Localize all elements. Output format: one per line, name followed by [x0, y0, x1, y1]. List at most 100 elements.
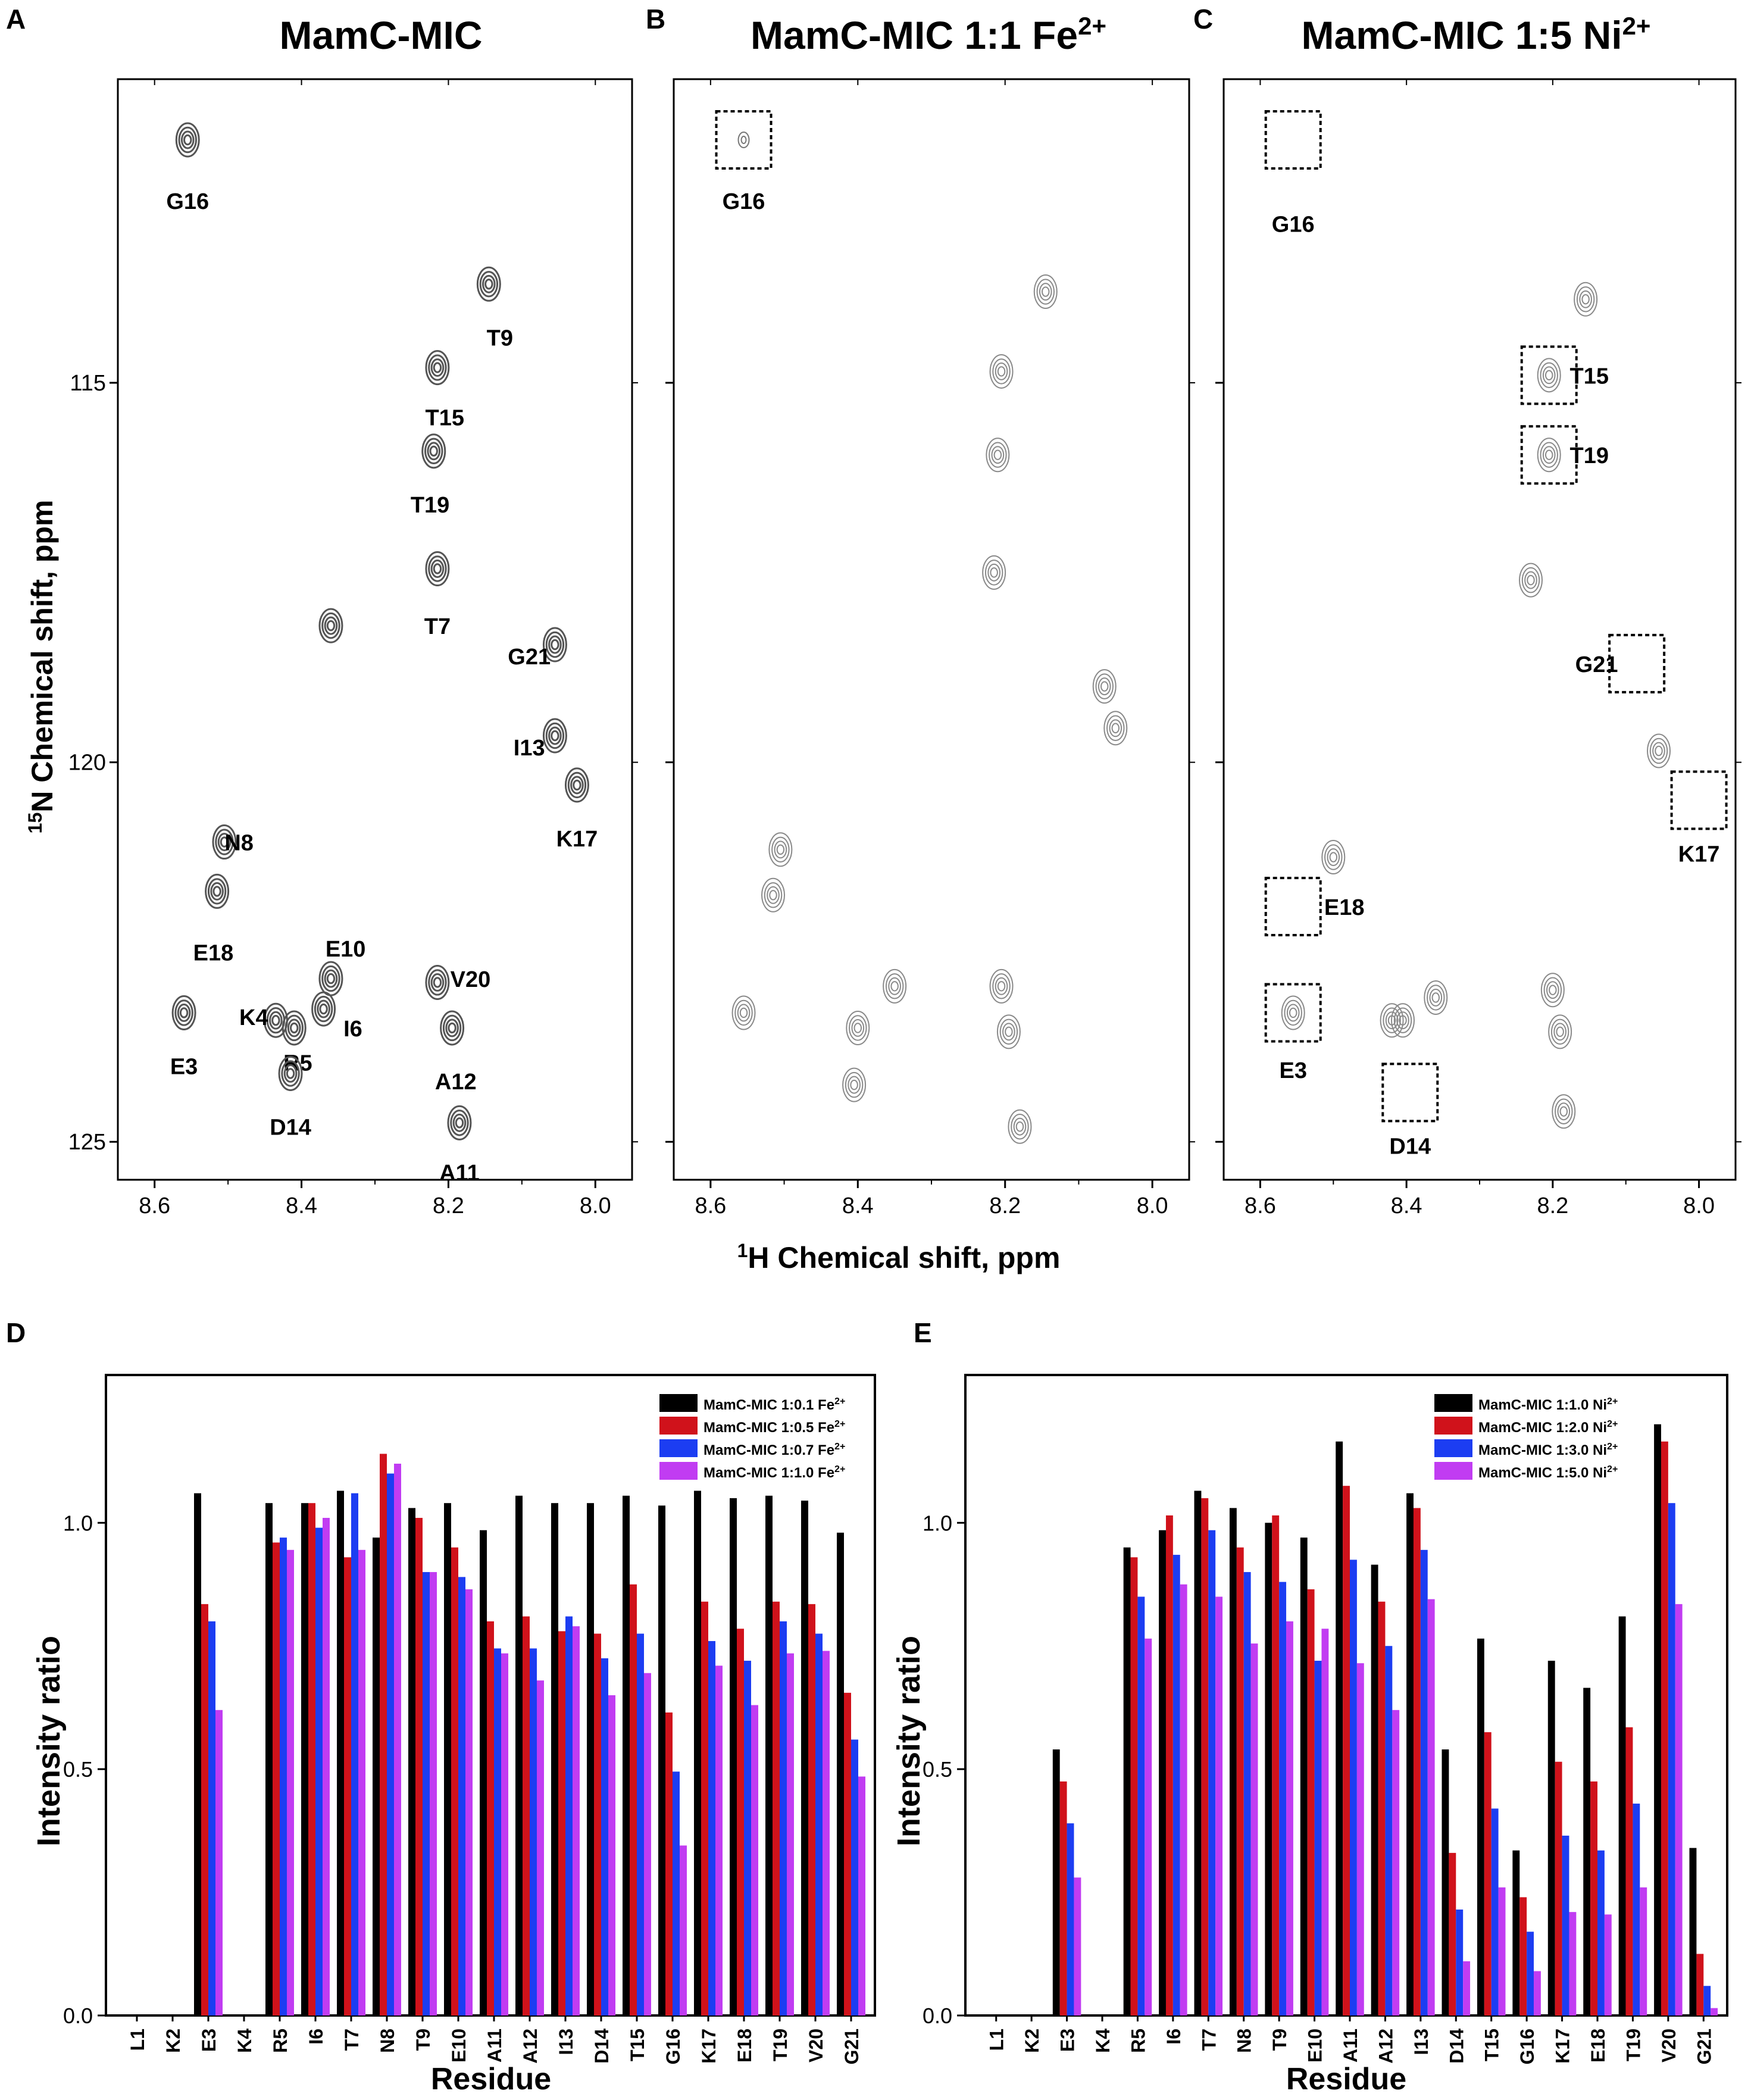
bar-k17-series-3 — [708, 1640, 715, 2015]
peak-contour — [1543, 977, 1562, 1003]
peak-contour — [1527, 574, 1535, 586]
bar-k17-series-3 — [1562, 1835, 1569, 2015]
bar-i13-series-4 — [573, 1626, 580, 2015]
bar-a11-series-3 — [494, 1648, 501, 2015]
peak-n8 — [212, 824, 237, 860]
peak-contour — [1524, 571, 1537, 589]
bar-v20-series-4 — [1675, 1604, 1683, 2015]
legend-label-4: MamC-MIC 1:5.0 Ni2+ — [1478, 1464, 1618, 1481]
peak-contour — [440, 1010, 465, 1046]
bar-e18-series-3 — [744, 1661, 751, 2015]
bar-n8-series-4 — [1250, 1643, 1258, 2015]
peak-unlabeled — [1033, 274, 1058, 310]
peak-contour — [215, 829, 234, 855]
peak-contour — [1042, 286, 1050, 297]
peak-contour — [545, 631, 565, 658]
bar-e18-series-2 — [737, 1629, 744, 2015]
peak-contour — [1549, 985, 1557, 995]
peak-contour — [851, 1019, 865, 1037]
peak-contour — [433, 362, 442, 373]
peak-label-e3: E3 — [170, 1055, 198, 1080]
bar-t7-series-2 — [344, 1557, 351, 2015]
peak-contour — [999, 1018, 1018, 1045]
peak-unlabeled — [1537, 438, 1561, 473]
peak-contour — [761, 877, 786, 912]
x-tick-label-i13: I13 — [555, 2029, 577, 2055]
peak-contour — [1097, 677, 1111, 696]
x-tick-label-l1: L1 — [127, 2029, 148, 2051]
bar-v20-series-2 — [808, 1604, 815, 2015]
peak-label-t7: T7 — [424, 614, 451, 639]
x-tick-label-r5: R5 — [1127, 2029, 1149, 2053]
peak-unlabeled — [1552, 1094, 1576, 1129]
peak-contour — [271, 1014, 280, 1026]
bar-i13-series-2 — [558, 1631, 565, 2015]
peak-contour — [1095, 673, 1114, 699]
bar-t9-series-2 — [1272, 1515, 1280, 2015]
bar-a12-series-2 — [1378, 1601, 1386, 2015]
peak-contour — [767, 886, 780, 904]
x-tick-label-t7: T7 — [341, 2029, 362, 2051]
bar-a12-series-2 — [523, 1616, 530, 2015]
x-tick-label-t9: T9 — [412, 2029, 434, 2051]
peak-contour — [177, 1004, 191, 1022]
peak-t9 — [476, 266, 501, 302]
peak-contour — [430, 358, 445, 377]
shared-x-axis-label: 1H Chemical shift, ppm — [737, 1240, 1061, 1274]
peak-unlabeled — [1647, 733, 1671, 768]
peak-contour — [990, 567, 998, 578]
peak-i13 — [542, 718, 567, 754]
bar-d14-series-3 — [601, 1658, 608, 2015]
bar-d14-series-2 — [1449, 1852, 1456, 2015]
bar-n8-series-2 — [1236, 1547, 1244, 2015]
bar-k17-series-4 — [1569, 1912, 1577, 2015]
peak-contour — [1548, 1014, 1572, 1049]
bar-g16-series-4 — [680, 1845, 687, 2015]
peak-contour — [1555, 1098, 1573, 1124]
bar-e10-series-3 — [458, 1577, 465, 2015]
bar-n8-series-1 — [373, 1538, 380, 2015]
peak-label-e10: E10 — [326, 937, 366, 962]
bar-g21-series-4 — [1711, 2008, 1718, 2015]
peak-unlabeled — [986, 438, 1010, 473]
peak-unlabeled — [761, 877, 786, 912]
peak-contour — [542, 718, 567, 754]
bar-r5-series-1 — [265, 1503, 273, 2015]
peak-contour — [853, 1023, 862, 1033]
panel-letter-b: B — [646, 4, 665, 35]
peak-contour — [217, 833, 232, 852]
peak-contour — [573, 779, 581, 791]
peak-contour — [1327, 848, 1340, 867]
peak-contour — [269, 1011, 283, 1030]
peak-contour — [1540, 362, 1558, 389]
bar-t19-series-4 — [1640, 1887, 1647, 2015]
peak-unlabeled — [318, 608, 343, 643]
x-tick-label-e10: E10 — [1305, 2029, 1326, 2062]
x-tick-label-t15: T15 — [627, 2029, 648, 2061]
x-tick-label-k17: K17 — [698, 2029, 720, 2064]
y-tick-label: 125 — [68, 1130, 106, 1155]
bar-r5-series-2 — [1130, 1557, 1138, 2015]
y-tick-label: 0.0 — [923, 2004, 952, 2028]
x-tick-label-l1: L1 — [986, 2029, 1008, 2051]
shared-x-axis-label-sup: 1 — [737, 1240, 748, 1261]
peak-d14 — [278, 1055, 303, 1091]
bar-d14-series-1 — [587, 1503, 594, 2015]
peak-e3 — [171, 995, 196, 1030]
bar-d14-series-1 — [1442, 1749, 1449, 2015]
peak-contour — [1649, 738, 1668, 764]
peak-contour — [284, 1014, 304, 1042]
bar-a11-series-4 — [501, 1653, 508, 2015]
peak-faint-g16 — [737, 132, 750, 149]
peak-contour — [445, 1018, 459, 1038]
peak-contour — [324, 969, 338, 988]
peak-contour — [1281, 995, 1305, 1030]
legend-label-sup: 2+ — [834, 1419, 845, 1429]
peak-unlabeled — [1391, 1003, 1415, 1038]
legend-swatch-4 — [659, 1462, 698, 1480]
bar-a11-series-1 — [1336, 1441, 1343, 2015]
peak-contour — [1399, 1015, 1407, 1026]
bar-e3-series-1 — [1052, 1749, 1060, 2015]
peak-contour — [450, 1110, 469, 1136]
bar-i6-series-4 — [323, 1518, 330, 2015]
